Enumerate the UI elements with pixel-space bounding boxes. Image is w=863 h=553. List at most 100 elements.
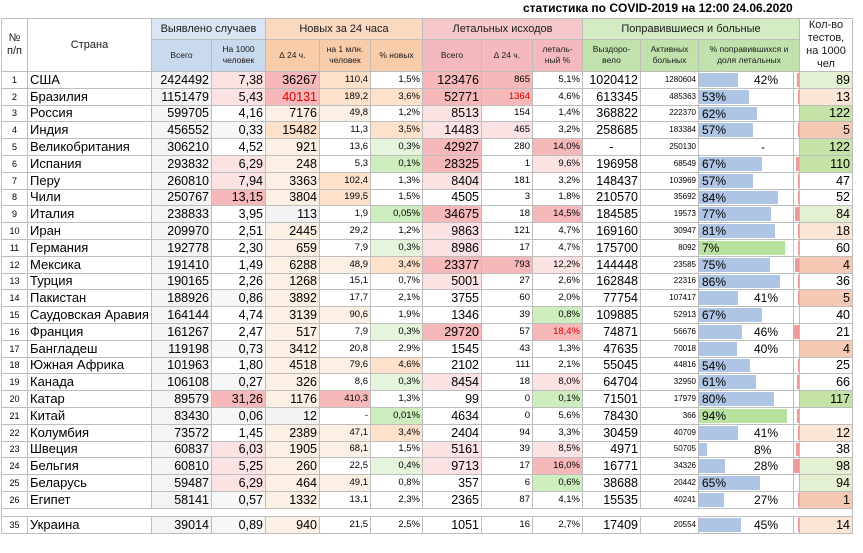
active-cases: 50705 <box>640 440 699 459</box>
country-name: США <box>27 71 152 89</box>
ratio-fill <box>699 476 761 490</box>
country-name: Германия <box>27 238 152 257</box>
row-number: 17 <box>1 339 28 358</box>
header-deaths-group: Летальных исходов <box>422 18 583 40</box>
lethal-share-bar <box>793 188 800 207</box>
cases-total: 164144 <box>151 306 212 324</box>
deaths-total: 123476 <box>422 71 482 89</box>
ratio-fill <box>699 240 785 255</box>
lethal-pct: 1,8% <box>532 188 583 207</box>
deaths-delta24: 181 <box>481 171 533 190</box>
lethal-share-bar <box>793 255 800 274</box>
recovery-ratio-bar: 57% <box>698 171 794 190</box>
lethal-share-bar <box>793 474 800 492</box>
new-pct: 1,5% <box>370 440 423 459</box>
deaths-delta24: 465 <box>481 121 533 140</box>
lethal-share-fill <box>798 173 799 188</box>
table-row: 13 Турция 190165 2,26 1268 15,1 0,7% 5001 27 2,6%… <box>1 272 853 291</box>
ratio-fill <box>699 73 739 87</box>
country-name: Бангладеш <box>27 339 152 358</box>
lethal-share-fill <box>796 442 799 457</box>
active-cases: 30947 <box>640 222 699 240</box>
deaths-delta24: 1364 <box>481 87 533 106</box>
recovered-total: 1020412 <box>582 71 641 89</box>
ratio-fill <box>699 375 757 390</box>
recovery-ratio-bar: 67% <box>698 154 794 173</box>
lethal-share-bar <box>793 406 800 425</box>
cases-total: 1151479 <box>151 87 212 106</box>
ratio-label: 27% <box>754 492 779 507</box>
cases-per1000: 2,51 <box>211 222 266 240</box>
lethal-pct: 1,4% <box>532 104 583 123</box>
tests-per1000: 52 <box>799 188 853 207</box>
header-per1m: на 1 млн. человек <box>319 38 371 73</box>
new-pct: 0,1% <box>370 154 423 173</box>
row-number: 5 <box>1 138 28 156</box>
tests-per1000: 117 <box>799 390 853 408</box>
lethal-share-bar <box>793 306 800 324</box>
cases-per1000: 0,33 <box>211 121 266 140</box>
new-delta24: 464 <box>265 474 320 492</box>
lethal-pct: 4,7% <box>532 238 583 257</box>
tests-per1000: 40 <box>799 306 853 324</box>
table-row: 12 Мексика 191410 1,49 6288 48,9 3,4% 23377 793 1… <box>1 255 853 274</box>
cases-per1000: 4,52 <box>211 138 266 156</box>
table-row: 19 Канада 106108 0,27 326 8,6 0,3% 8454 18 8,0% 64… <box>1 373 853 392</box>
row-number: 9 <box>1 205 28 224</box>
ratio-label: 57% <box>702 173 727 188</box>
recovered-total: 175700 <box>582 238 641 257</box>
recovered-total: 77754 <box>582 289 641 308</box>
new-delta24: 326 <box>265 373 320 392</box>
table-row: 2 Бразилия 1151479 5,43 40131 189,2 3,6% 52771 1… <box>1 87 853 106</box>
table-row: 26 Египет 58141 0,57 1332 13,1 2,3% 2365 87 4,1% 1… <box>1 490 853 509</box>
ratio-fill <box>699 156 762 171</box>
deaths-total: 4505 <box>422 188 482 207</box>
deaths-delta24: 1 <box>481 154 533 173</box>
country-name: Италия <box>27 205 152 224</box>
row-number: 8 <box>1 188 28 207</box>
deaths-delta24: 17 <box>481 457 533 476</box>
new-delta24: 2389 <box>265 423 320 442</box>
new-delta24: 3139 <box>265 306 320 324</box>
recovery-ratio-bar: 77% <box>698 205 794 224</box>
table-row: 8 Чили 250767 13,15 3804 199,5 1,5% 4505 3 1,8% 21… <box>1 188 853 207</box>
new-pct: 2,1% <box>370 289 423 308</box>
cases-per1000: 2,47 <box>211 322 266 341</box>
cases-total: 60810 <box>151 457 212 476</box>
lethal-share-bar <box>793 71 800 89</box>
deaths-total: 42927 <box>422 138 482 156</box>
report-title: статистика по COVID-2019 на 12:00 24.06.… <box>523 1 793 15</box>
recovery-ratio-bar: 75% <box>698 255 794 274</box>
cases-total: 260810 <box>151 171 212 190</box>
recovered-total: 55045 <box>582 356 641 375</box>
ratio-label: 8% <box>754 442 772 457</box>
deaths-total: 8404 <box>422 171 482 190</box>
deaths-delta24: 793 <box>481 255 533 274</box>
ratio-label: 86% <box>702 274 727 289</box>
new-pct: 4,6% <box>370 356 423 375</box>
header-cases-group: Выявлено случаев <box>151 18 266 40</box>
ratio-fill <box>699 459 726 474</box>
country-name: Египет <box>27 490 152 509</box>
new-per1m: 20,8 <box>319 339 371 358</box>
row-number: 18 <box>1 356 28 375</box>
recovered-total: 64704 <box>582 373 641 392</box>
new-delta24: 3363 <box>265 171 320 190</box>
lethal-share-fill <box>797 240 799 255</box>
lethal-share-fill <box>796 375 799 390</box>
ratio-label: 7% <box>702 240 720 255</box>
deaths-total: 99 <box>422 390 482 408</box>
tests-per1000: 122 <box>799 138 853 156</box>
deaths-delta24: 111 <box>481 356 533 375</box>
lethal-share-bar <box>793 272 800 291</box>
row-number: 6 <box>1 154 28 173</box>
lethal-share-fill <box>796 156 799 171</box>
ratio-label: 61% <box>702 375 727 390</box>
deaths-total: 2404 <box>422 423 482 442</box>
ratio-fill <box>699 392 775 406</box>
country-name: Колумбия <box>27 423 152 442</box>
country-name: Украина <box>27 515 152 534</box>
new-pct: 0,05% <box>370 205 423 224</box>
new-pct: 2,3% <box>370 490 423 509</box>
lethal-pct: 8,0% <box>532 373 583 392</box>
